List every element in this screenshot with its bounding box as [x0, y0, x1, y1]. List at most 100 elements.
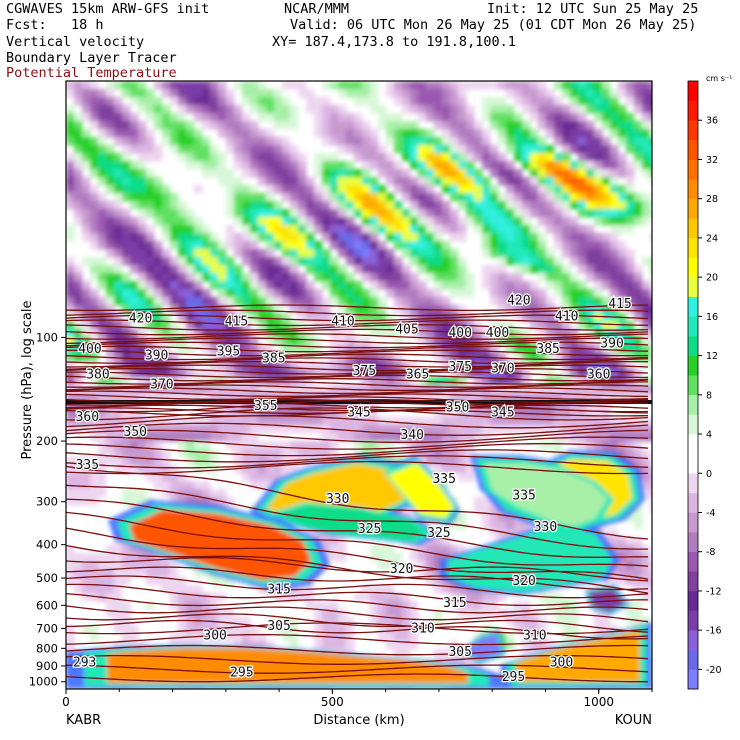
theta-contour-54: [66, 622, 649, 635]
field-potential-temperature: Potential Temperature: [6, 65, 177, 81]
colorbar-label-20: 20: [706, 273, 718, 284]
theta-contour-48: [66, 575, 649, 599]
theta-contour-2: [66, 314, 649, 322]
colorbar-label-4: 4: [706, 430, 712, 441]
theta-contour-7: [66, 337, 649, 345]
theta-label-39: 315: [443, 596, 466, 611]
y-tick-label-800: 800: [36, 641, 58, 655]
forecast-hour: Fcst: 18 h: [6, 17, 104, 33]
theta-contour-39: [66, 460, 649, 475]
theta-contour-12: [66, 357, 649, 364]
colorbar-frame: [687, 80, 699, 690]
theta-contour-30: [66, 399, 649, 413]
x-axis-title: Distance (km): [313, 713, 404, 728]
colorbar-swatch-25: [688, 179, 698, 199]
theta-label-47: 295: [502, 670, 525, 685]
theta-contour-23: [66, 393, 649, 401]
colorbar-swatch-26: [688, 159, 698, 180]
theta-contour-37: [66, 449, 649, 463]
theta-label-14: 390: [600, 336, 623, 351]
colorbar-swatch-30: [688, 81, 698, 101]
theta-label-18: 365: [406, 367, 429, 382]
colorbar-label-8: 8: [706, 390, 712, 401]
theta-label-7: 410: [555, 310, 578, 325]
colorbar-swatch-29: [688, 100, 698, 121]
y-tick-label-600: 600: [36, 598, 58, 612]
y-tick-label-500: 500: [36, 571, 58, 585]
colorbar-swatch-13: [688, 414, 698, 435]
theta-contour-59: [66, 673, 648, 683]
theta-contour-55: [66, 633, 649, 646]
colorbar-swatch-12: [688, 434, 698, 454]
theta-contour-47: [66, 566, 649, 591]
theta-label-22: 360: [76, 410, 99, 425]
colorbar-swatch-0: [688, 669, 698, 690]
theta-contour-17: [66, 374, 649, 382]
colorbar-label-0: 0: [706, 469, 712, 480]
theta-contour-41: [66, 484, 648, 550]
x-tick-label-1000: 1000: [583, 695, 614, 709]
axes: 100 200 300 400 500 600 700 800 900 1000 0 500 1000 D…: [20, 301, 653, 728]
theta-label-43: 300: [203, 629, 226, 644]
theta-contour-11: [66, 353, 649, 361]
theta-label-6: 420: [507, 293, 530, 308]
model-title: CGWAVES 15km ARW-GFS init: [6, 1, 210, 17]
theta-contours: [66, 304, 649, 683]
theta-contour-58: [66, 664, 649, 674]
theta-label-3: 405: [395, 323, 418, 338]
theta-label-37: 320: [512, 574, 535, 589]
theta-label-38: 315: [267, 583, 290, 598]
theta-label-36: 320: [390, 562, 413, 577]
theta-contour-24: [66, 396, 649, 403]
colorbar-swatch-21: [688, 257, 698, 278]
theta-label-25: 350: [446, 401, 469, 416]
theta-contour-5: [66, 328, 649, 336]
colorbar-label--8: -8: [706, 547, 715, 558]
theta-contour-10: [66, 349, 649, 357]
x-tick-label-500: 500: [321, 695, 344, 709]
theta-contour-9: [66, 345, 649, 353]
init-time: Init: 12 UTC Sun 25 May 25: [487, 1, 699, 17]
colorbar-swatch-8: [688, 512, 698, 533]
colorbar-swatch-3: [688, 610, 698, 631]
colorbar-label--12: -12: [706, 586, 722, 597]
tropopause-band: [66, 400, 652, 405]
theta-label-11: 395: [217, 345, 240, 360]
theta-contour-35: [66, 436, 649, 450]
theta-contour-3: [66, 319, 649, 327]
cross-section-endpoints: XY= 187.4,173.8 to 191.8,100.1: [272, 34, 516, 50]
theta-contour-34: [66, 429, 649, 444]
theta-label-48: 293: [73, 656, 96, 671]
colorbar-swatch-7: [688, 532, 698, 553]
theta-contour-57: [66, 654, 649, 665]
theta-contour-50: [66, 592, 649, 614]
colorbar-swatch-20: [688, 277, 698, 298]
theta-contour-36: [66, 443, 649, 457]
colorbar-swatch-27: [688, 139, 698, 160]
colorbar-label-16: 16: [706, 312, 718, 323]
colorbar-swatch-9: [688, 492, 698, 513]
y-tick-label-900: 900: [36, 659, 58, 673]
colorbar-label-24: 24: [706, 233, 718, 244]
tracer-core-3: [387, 463, 454, 519]
theta-label-5: 400: [486, 326, 509, 341]
colorbar-swatch-23: [688, 218, 698, 239]
theta-contour-43: [66, 511, 649, 567]
y-tick-label-400: 400: [36, 538, 58, 552]
colorbar-swatch-11: [688, 453, 698, 474]
plot-frame: [65, 80, 653, 690]
tracer-core-6: [484, 463, 608, 527]
theta-label-4: 400: [448, 326, 471, 341]
theta-contour-38: [66, 455, 649, 469]
theta-contour-0: [66, 304, 648, 312]
theta-label-28: 340: [401, 428, 424, 443]
theta-contour-52: [66, 613, 649, 633]
y-axis-title: Pressure (hPa), log scale: [20, 301, 35, 460]
field-vertical-velocity: Vertical velocity: [6, 34, 145, 50]
theta-label-41: 310: [523, 629, 546, 644]
y-tick-label-200: 200: [36, 434, 58, 448]
colorbar-swatch-10: [688, 473, 698, 494]
valid-time: Valid: 06 UTC Mon 26 May 25 (01 CDT Mon …: [290, 17, 697, 33]
colorbar-swatch-16: [688, 355, 698, 376]
